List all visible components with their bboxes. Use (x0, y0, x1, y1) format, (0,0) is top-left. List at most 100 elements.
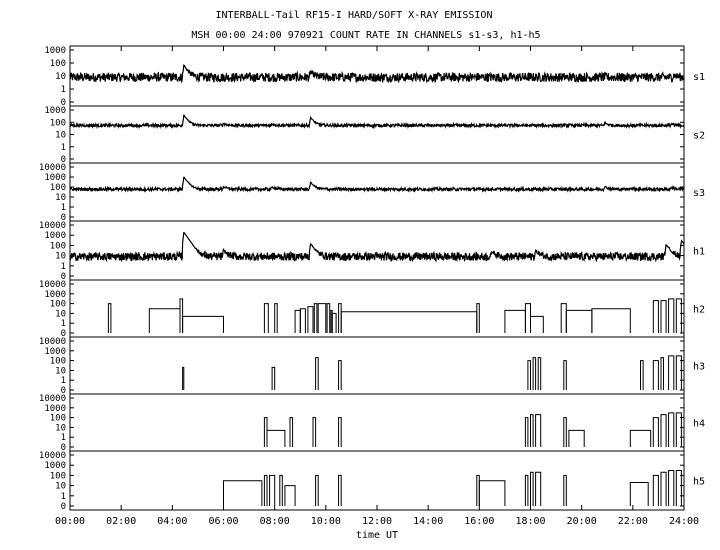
burst-h5 (563, 474, 567, 506)
y-tick-label: 10 (55, 423, 66, 433)
channel-label-s1: s1 (693, 72, 705, 83)
channel-panels: 10001001010s110001001010s210000100010010… (39, 45, 705, 512)
burst-h5 (223, 480, 263, 506)
burst-h2 (565, 309, 593, 333)
y-tick-label: 10 (55, 366, 66, 376)
channel-label-s2: s2 (693, 131, 705, 142)
y-tick-label: 1 (61, 319, 66, 329)
x-tick-label: 08:00 (260, 516, 290, 527)
x-tick-label: 06:00 (208, 516, 238, 527)
panel-frame-h1 (69, 220, 685, 281)
x-tick-label: 24:00 (669, 516, 699, 527)
burst-h4 (668, 412, 675, 447)
x-tick-label: 00:00 (55, 516, 85, 527)
burst-h2 (331, 312, 337, 333)
burst-h2 (148, 308, 181, 333)
burst-h5 (478, 480, 506, 506)
x-axis: 00:00 02:00 04:00 06:00 08:00 10:00 12:00 14:00… (55, 46, 699, 527)
y-tick-label: 100 (50, 59, 66, 69)
y-tick-label: 1 (61, 376, 66, 386)
burst-h3 (338, 360, 342, 390)
y-tick-label: 1 (61, 85, 66, 95)
y-tick-label: 100 (50, 183, 66, 193)
panel-frame-s3 (69, 162, 685, 222)
y-tick-label: 1000 (44, 231, 66, 241)
y-tick-label: 1000 (44, 404, 66, 414)
y-tick-label: 10000 (39, 394, 66, 404)
chart-subtitle: MSH 00:00 24:00 970921 COUNT RATE IN CHA… (191, 30, 540, 41)
burst-h2 (263, 303, 269, 333)
y-tick-label: 0 (61, 213, 66, 223)
y-tick-label: 10000 (39, 337, 66, 347)
x-tick-label: 04:00 (157, 516, 187, 527)
y-tick-label: 1 (61, 492, 66, 502)
burst-h4 (675, 412, 682, 447)
burst-h5 (279, 474, 283, 506)
y-tick-label: 0 (61, 502, 66, 512)
y-tick-label: 10 (55, 131, 66, 141)
chart-title: INTERBALL-Tail RF15-I HARD/SOFT X-RAY EM… (216, 10, 493, 21)
y-tick-label: 1000 (44, 290, 66, 300)
burst-h2 (675, 298, 682, 333)
burst-h4 (289, 417, 294, 447)
burst-h5 (269, 474, 276, 506)
x-tick-label: 12:00 (362, 516, 392, 527)
burst-h3 (182, 366, 185, 390)
x-tick-label: 22:00 (618, 516, 648, 527)
y-tick-label: 10000 (39, 221, 66, 231)
burst-h3 (563, 360, 567, 390)
trace-s2 (69, 114, 685, 130)
burst-h2 (560, 303, 567, 333)
burst-h5 (675, 470, 682, 506)
x-tick-label: 10:00 (311, 516, 341, 527)
trace-s1 (69, 63, 685, 84)
y-tick-label: 100 (50, 471, 66, 481)
burst-h3 (537, 357, 542, 390)
panel-frame-s2 (69, 105, 685, 164)
burst-h5 (315, 474, 319, 506)
burst-h4 (660, 414, 667, 447)
burst-h4 (568, 429, 585, 447)
y-tick-label: 10 (55, 252, 66, 262)
y-tick-label: 0 (61, 272, 66, 282)
trace-h1 (69, 231, 685, 263)
burst-h2 (340, 311, 478, 333)
y-tick-label: 100 (50, 357, 66, 367)
y-tick-label: 0 (61, 329, 66, 339)
burst-h4 (312, 417, 317, 447)
burst-h2 (530, 315, 544, 333)
burst-h2 (307, 306, 314, 333)
y-tick-label: 0 (61, 98, 66, 108)
y-tick-label: 1000 (44, 173, 66, 183)
burst-h4 (629, 429, 652, 447)
y-tick-label: 0 (61, 443, 66, 453)
y-tick-label: 1 (61, 143, 66, 153)
y-tick-label: 0 (61, 155, 66, 165)
burst-h5 (535, 471, 542, 506)
x-tick-label: 18:00 (515, 516, 545, 527)
burst-h5 (524, 474, 529, 506)
burst-h3 (675, 355, 682, 390)
burst-h2 (107, 303, 112, 333)
burst-h5 (668, 470, 675, 506)
x-tick-label: 02:00 (106, 516, 136, 527)
burst-h3 (271, 366, 276, 390)
channel-label-h5: h5 (693, 477, 705, 488)
burst-h2 (294, 309, 301, 333)
burst-h2 (504, 309, 526, 333)
y-tick-label: 100 (50, 300, 66, 310)
panel-frame-h4 (69, 393, 685, 452)
y-tick-label: 100 (50, 118, 66, 128)
burst-h2 (476, 303, 480, 333)
burst-h5 (263, 474, 268, 506)
burst-h3 (532, 357, 537, 390)
y-tick-label: 1 (61, 262, 66, 272)
burst-h4 (266, 429, 286, 447)
y-tick-label: 1000 (44, 106, 66, 116)
burst-h3 (660, 357, 664, 390)
